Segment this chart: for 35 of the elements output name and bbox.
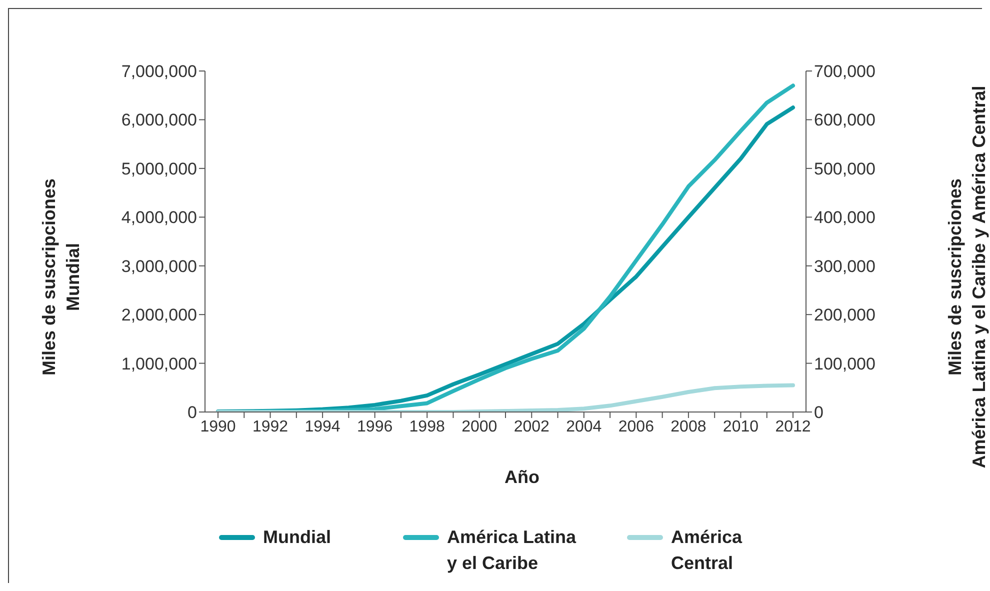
x-tick-label: 2000 [462, 418, 498, 436]
y-tick-label: 6,000,000 [121, 110, 197, 130]
x-tick-label: 1992 [252, 418, 288, 436]
legend-label: Mundial [263, 526, 331, 549]
x-tick-label: 2006 [618, 418, 654, 436]
y2-tick-label: 600,000 [814, 110, 876, 130]
y2-tick-label: 100,000 [814, 354, 876, 374]
x-tick-label: 1990 [200, 418, 236, 436]
x-tick-label: 1998 [409, 418, 445, 436]
y-tick-label: 1,000,000 [121, 354, 197, 374]
y2-tick-label: 0 [814, 403, 824, 422]
x-tick-label: 1994 [304, 418, 340, 436]
y-tick-label: 3,000,000 [121, 256, 197, 276]
y-axis-title: Miles de suscripciones Mundial [38, 178, 84, 376]
y2-tick-label: 500,000 [814, 159, 876, 178]
x-tick-label: 1996 [357, 418, 393, 436]
y-tick-label: 2,000,000 [121, 306, 197, 325]
x-axis-title: Año [504, 467, 540, 488]
y2-tick-label: 200,000 [814, 306, 876, 325]
y-tick-label: 0 [188, 403, 197, 422]
x-tick-label: 2004 [566, 418, 602, 436]
y-tick-label: 5,000,000 [121, 159, 197, 178]
y-tick-label: 4,000,000 [121, 208, 197, 228]
y-tick-label: 7,000,000 [121, 62, 197, 82]
legend-label: América Latina y el Caribe [447, 526, 578, 575]
x-tick-label: 2012 [775, 418, 811, 436]
y2-tick-label: 400,000 [814, 208, 876, 228]
y2-axis-title: Miles de suscripciones América Latina y el Caribe y América Central [944, 86, 990, 468]
x-tick-label: 2010 [722, 418, 759, 436]
line-series [216, 383, 795, 412]
x-tick-label: 2002 [514, 418, 550, 436]
y2-tick-label: 700,000 [814, 62, 876, 82]
y2-tick-label: 300,000 [814, 256, 876, 276]
x-tick-label: 2008 [670, 418, 706, 436]
legend-label: América Central [671, 526, 744, 575]
